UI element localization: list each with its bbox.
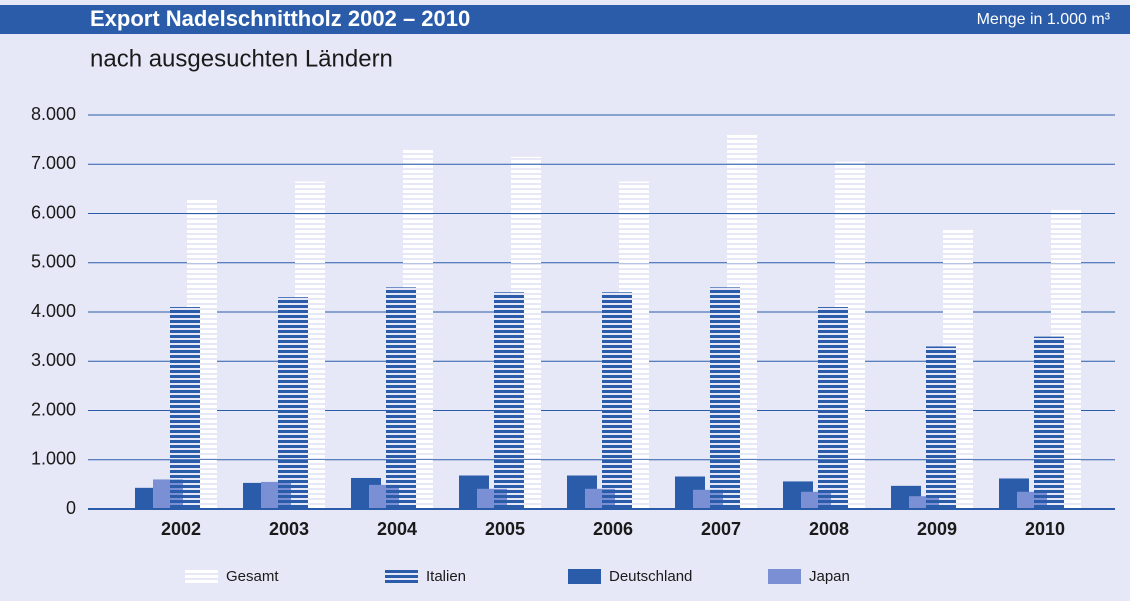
bar <box>926 346 956 509</box>
bar <box>494 292 524 509</box>
unit-note: Menge in 1.000 m³ <box>977 11 1111 28</box>
y-tick-label: 0 <box>66 498 76 518</box>
title-bar <box>0 5 1130 34</box>
bar <box>1034 336 1064 509</box>
chart-title: Export Nadelschnittholz 2002 – 2010 <box>90 6 470 31</box>
x-tick-label: 2005 <box>485 519 525 539</box>
y-tick-label: 8.000 <box>31 104 76 124</box>
legend-swatch <box>768 569 801 584</box>
bar <box>386 287 416 509</box>
legend-label: Gesamt <box>226 568 279 585</box>
x-tick-label: 2007 <box>701 519 741 539</box>
x-tick-label: 2010 <box>1025 519 1065 539</box>
x-tick-label: 2003 <box>269 519 309 539</box>
legend-label: Deutschland <box>609 568 692 585</box>
y-tick-label: 6.000 <box>31 202 76 222</box>
x-tick-label: 2002 <box>161 519 201 539</box>
y-tick-label: 1.000 <box>31 449 76 469</box>
bar <box>602 292 632 509</box>
y-tick-label: 2.000 <box>31 399 76 419</box>
legend-label: Japan <box>809 568 850 585</box>
legend-swatch <box>185 569 218 584</box>
bar <box>170 307 200 509</box>
legend-swatch <box>568 569 601 584</box>
chart-subtitle: nach ausgesuchten Ländern <box>90 45 393 72</box>
x-tick-label: 2006 <box>593 519 633 539</box>
x-tick-label: 2004 <box>377 519 417 539</box>
y-tick-label: 4.000 <box>31 301 76 321</box>
bar <box>818 307 848 509</box>
x-tick-label: 2009 <box>917 519 957 539</box>
legend-label: Italien <box>426 568 466 585</box>
bar <box>710 287 740 509</box>
legend-swatch <box>385 569 418 584</box>
y-tick-label: 7.000 <box>31 153 76 173</box>
x-tick-label: 2008 <box>809 519 849 539</box>
y-tick-label: 5.000 <box>31 252 76 272</box>
bar <box>278 297 308 509</box>
y-tick-label: 3.000 <box>31 350 76 370</box>
